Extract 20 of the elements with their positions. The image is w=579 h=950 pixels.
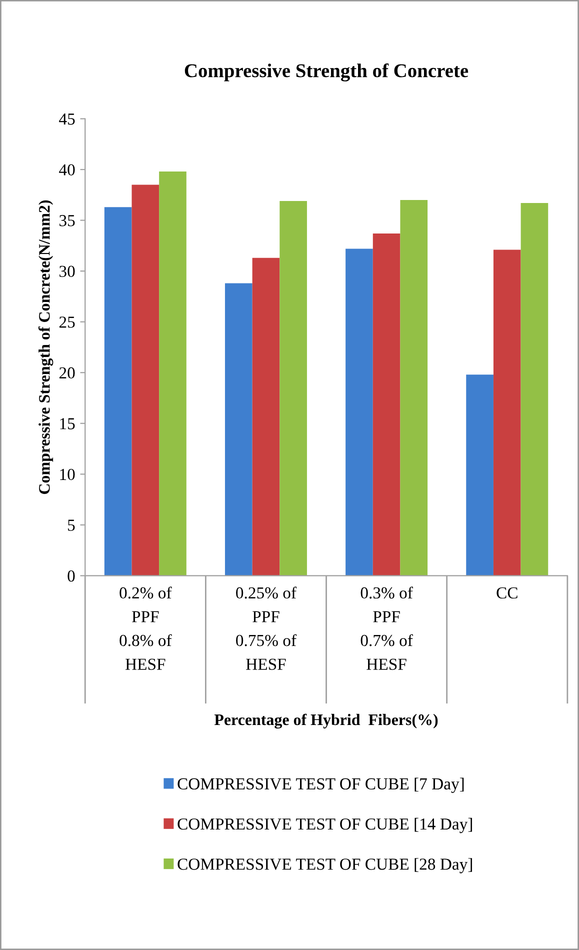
y-tick-label: 30 xyxy=(60,266,75,278)
x-axis-title: Percentage of Hybrid Fibers(%) xyxy=(214,714,438,729)
y-tick-label: 5 xyxy=(68,520,75,531)
y-tick-label: 35 xyxy=(60,215,75,226)
legend-label: COMPRESSIVE TEST OF CUBE [14 Day] xyxy=(178,818,472,834)
y-tick-label: 40 xyxy=(59,164,75,176)
y-tick-label: 15 xyxy=(60,418,75,430)
y-axis-title: Compressive Strength of Concrete(N/mm2) xyxy=(38,200,54,494)
legend-label: COMPRESSIVE TEST OF CUBE [28 Day] xyxy=(178,858,472,874)
x-tick-label: CC xyxy=(496,587,518,599)
x-tick-label: 0.3% of PPF 0.7% of HESF xyxy=(360,586,413,670)
y-tick-label: 10 xyxy=(60,468,75,480)
x-tick-label: 0.2% of PPF 0.8% of HESF xyxy=(120,586,172,670)
legend-label: COMPRESSIVE TEST OF CUBE [7 Day] xyxy=(178,778,464,793)
chart-title: Compressive Strength of Concrete xyxy=(184,63,468,82)
y-tick-label: 25 xyxy=(59,316,75,328)
y-tick-label: 20 xyxy=(59,367,75,379)
y-tick-label: 0 xyxy=(68,570,75,582)
x-tick-label: 0.25% of PPF 0.75% of HESF xyxy=(236,586,297,670)
y-tick-label: 45 xyxy=(59,114,75,125)
